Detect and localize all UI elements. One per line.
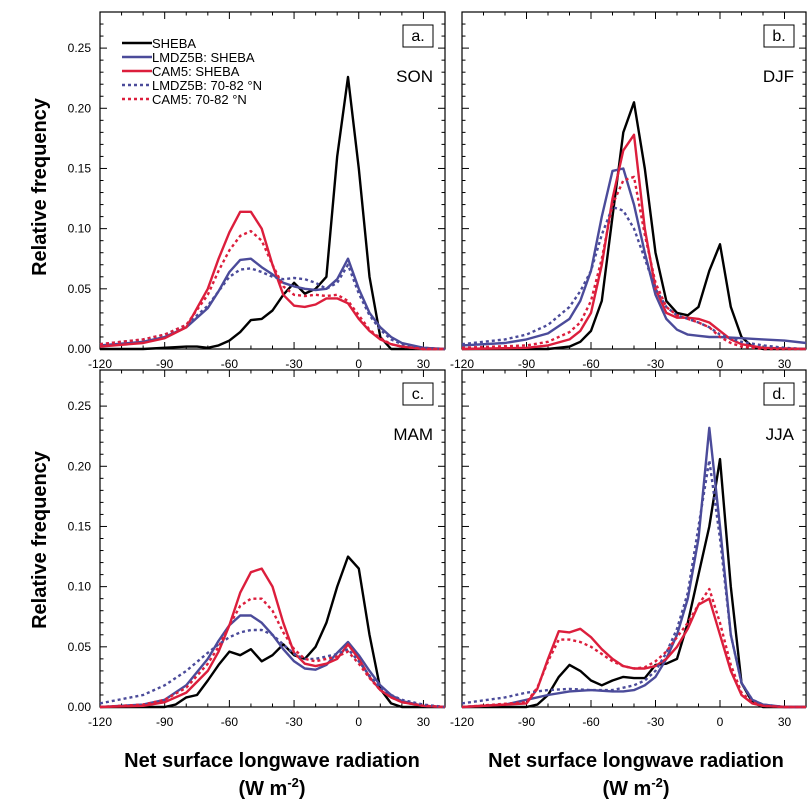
y-tick-label: 0.20: [68, 459, 92, 473]
panel-letter-box: [402, 24, 434, 48]
season-label: JJA: [766, 425, 795, 444]
x-axis-title-left: Net surface longwave radiation: [124, 750, 420, 772]
panel-letter-box: [402, 382, 434, 406]
x-tick-label: 0: [355, 715, 362, 729]
plot-frame: [99, 11, 446, 350]
plot-frame: [99, 369, 446, 708]
series-line-lmdz5b-regional: [99, 628, 446, 709]
series-line-sheba-sheba: [100, 75, 445, 351]
series-line-lmdz5b-regional: [461, 459, 806, 709]
panel-letter: a.: [411, 28, 424, 45]
panel-letter-box: [763, 24, 795, 48]
x-tick-label: -90: [518, 715, 536, 729]
legend-label: CAM5: SHEBA: [152, 64, 240, 79]
season-label: SON: [396, 67, 433, 86]
x-tick-label: -90: [518, 357, 536, 371]
y-tick-label: 0.10: [68, 222, 92, 236]
y-tick-label: 0.25: [68, 399, 92, 413]
y-tick-label: 0.25: [68, 41, 92, 55]
panel-son: -120 -90 -60 -30 0 30 0.00 0.05 0.10 0.15 0.20 0.25…: [68, 11, 446, 371]
x-axis-unit-right: (W m-2): [602, 775, 669, 800]
panel-letter: b.: [772, 28, 785, 45]
panel-letter: d.: [772, 386, 785, 403]
season-label: DJF: [763, 67, 794, 86]
panel-mam: -120 -90 -60 -30 0 30 0.00 0.05 0.10 0.15 0.20 0.25…: [68, 369, 446, 729]
series-line-cam5-sheba: [99, 567, 446, 709]
x-tick-label: -120: [450, 715, 474, 729]
series-line-sheba-sheba: [462, 457, 806, 709]
series-line-cam5-regional: [461, 175, 806, 351]
y-tick-label: 0.20: [68, 101, 92, 115]
y-tick-label: 0.05: [68, 640, 92, 654]
x-tick-label: -30: [647, 715, 665, 729]
y-axis-title-bottom: Relative frequency: [29, 450, 51, 629]
y-tick-label: 0.05: [68, 282, 92, 296]
legend-label: CAM5: 70-82 °N: [152, 92, 247, 107]
legend-label: LMDZ5B: 70-82 °N: [152, 78, 262, 93]
x-tick-label: 30: [417, 715, 431, 729]
series-line-cam5-regional: [99, 597, 446, 709]
series-line-cam5-regional: [99, 229, 445, 351]
x-tick-label: 0: [717, 715, 724, 729]
y-tick-label: 0.10: [68, 580, 92, 594]
x-tick-label: -60: [582, 357, 600, 371]
series-line-lmdz5b-regional: [461, 205, 807, 351]
panel-letter-box: [763, 382, 795, 406]
y-tick-label: 0.00: [68, 342, 92, 356]
x-axis-title-right: Net surface longwave radiation: [488, 750, 784, 772]
y-tick-label: 0.15: [68, 519, 92, 533]
unit-exponent-left: -2: [287, 775, 299, 790]
series-line-sheba-sheba: [462, 101, 806, 351]
x-tick-label: -90: [156, 715, 174, 729]
x-tick-label: -120: [450, 357, 474, 371]
panel-djf: -120 -90 -60 -30 0 30 b. DJF: [450, 11, 807, 371]
x-tick-label: 30: [778, 357, 792, 371]
x-tick-label: -120: [88, 357, 112, 371]
season-label: MAM: [393, 425, 433, 444]
x-tick-label: -120: [88, 715, 112, 729]
x-tick-label: 30: [778, 715, 792, 729]
legend-label: LMDZ5B: SHEBA: [152, 50, 255, 65]
x-tick-label: -30: [647, 357, 665, 371]
x-tick-label: 0: [717, 357, 724, 371]
x-tick-label: -60: [221, 357, 239, 371]
y-tick-label: 0.00: [68, 700, 92, 714]
x-tick-label: -30: [285, 715, 303, 729]
panel-letter: c.: [412, 386, 424, 403]
panel-jja: -120 -90 -60 -30 0 30 d. JJA: [450, 369, 807, 729]
x-tick-label: -60: [221, 715, 239, 729]
series-line-lmdz5b-sheba: [99, 257, 446, 351]
x-tick-label: -60: [582, 715, 600, 729]
plot-frame: [461, 369, 807, 708]
x-tick-label: -90: [156, 357, 174, 371]
series-line-lmdz5b-regional: [99, 263, 446, 351]
x-tick-label: -30: [285, 357, 303, 371]
series-line-lmdz5b-sheba: [99, 614, 446, 709]
series-line-cam5-regional: [461, 587, 806, 709]
x-tick-label: 30: [417, 357, 431, 371]
legend-label: SHEBA: [152, 36, 196, 51]
x-axis-unit-left: (W m-2): [238, 775, 305, 800]
series-line-cam5-sheba: [461, 597, 806, 709]
y-axis-title-top: Relative frequency: [29, 97, 51, 276]
y-tick-label: 0.15: [68, 161, 92, 175]
x-tick-label: 0: [355, 357, 362, 371]
panels: -120 -90 -60 -30 0 30 0.00 0.05 0.10 0.15 0.20 0.25…: [68, 11, 807, 729]
unit-exponent-right: -2: [651, 775, 663, 790]
series-line-sheba-sheba: [100, 555, 445, 709]
